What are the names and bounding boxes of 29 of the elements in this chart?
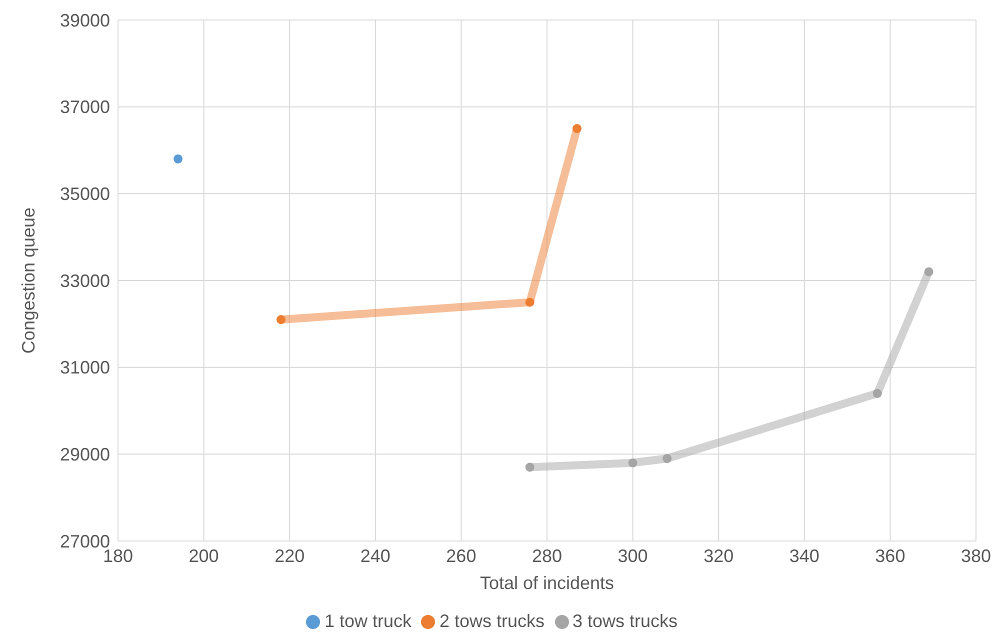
point <box>662 454 672 464</box>
y-tick-label: 37000 <box>60 97 110 118</box>
x-tick-label: 200 <box>188 546 219 566</box>
y-tick-label: 39000 <box>60 10 110 30</box>
point <box>572 124 582 134</box>
point <box>525 298 534 307</box>
point <box>276 315 286 324</box>
point <box>628 458 638 468</box>
legend-label: 2 tows trucks <box>439 611 545 631</box>
y-tick-label: 31000 <box>60 358 110 378</box>
legend-label: 1 tow truck <box>324 611 412 631</box>
y-tick-label: 33000 <box>60 270 110 291</box>
x-tick-label: 300 <box>618 546 648 566</box>
y-tick-label: 35000 <box>60 184 110 204</box>
legend-label: 3 tows trucks <box>572 611 678 631</box>
point <box>872 388 882 398</box>
x-tick-label: 280 <box>532 546 562 566</box>
x-tick-label: 220 <box>274 546 305 566</box>
x-axis-title: Total of incidents <box>480 573 614 593</box>
x-tick-label: 360 <box>875 546 906 566</box>
y-tick-label: 29000 <box>60 444 110 465</box>
x-tick-label: 340 <box>789 546 820 566</box>
point <box>924 267 934 276</box>
point <box>525 462 534 472</box>
x-tick-label: 260 <box>446 546 476 566</box>
x-tick-label: 380 <box>960 546 992 566</box>
x-tick-label: 240 <box>360 546 390 566</box>
x-tick-label: 320 <box>704 546 734 566</box>
y-axis-title: Congestion queue <box>18 207 38 354</box>
